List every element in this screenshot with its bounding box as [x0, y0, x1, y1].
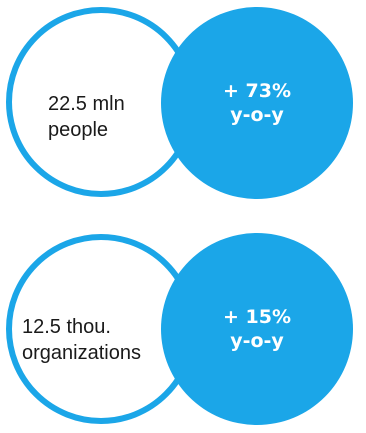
- value-label: 22.5 mln people: [48, 91, 125, 143]
- change-label: + 73% y-o-y: [223, 79, 291, 127]
- value-label: 12.5 thou. organizations: [22, 314, 141, 366]
- value-amount: 22.5 mln: [48, 93, 125, 115]
- value-amount: 12.5 thou.: [22, 316, 111, 338]
- value-unit: organizations: [22, 342, 141, 364]
- change-value: + 15%: [222, 306, 291, 328]
- change-label: + 15% y-o-y: [223, 305, 291, 353]
- filled-circle: + 73% y-o-y: [161, 7, 353, 199]
- filled-circle: + 15% y-o-y: [161, 233, 353, 425]
- change-period: y-o-y: [230, 330, 284, 352]
- value-unit: people: [48, 119, 109, 141]
- change-value: + 73%: [222, 80, 291, 102]
- change-period: y-o-y: [230, 104, 284, 126]
